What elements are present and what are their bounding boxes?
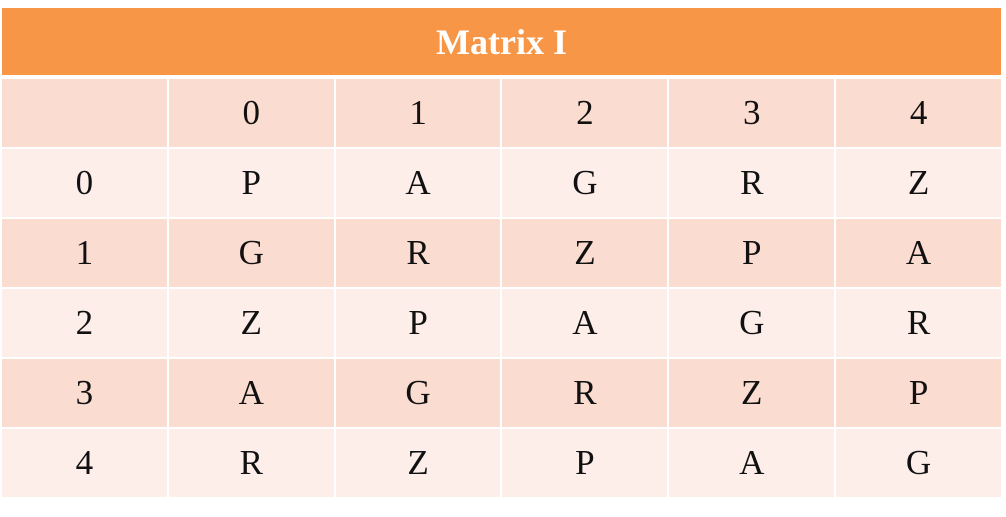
table-cell: R: [836, 289, 1001, 357]
row-header: 0: [2, 149, 167, 217]
table-cell: A: [335, 149, 501, 217]
table-cell: A: [502, 289, 668, 357]
table-cell: A: [836, 219, 1001, 287]
table-cell: P: [335, 289, 501, 357]
table-cell: Z: [836, 149, 1001, 217]
table-cell: Z: [502, 219, 668, 287]
table-cell: A: [168, 359, 334, 427]
table-cell: P: [669, 219, 835, 287]
table-cell: G: [669, 289, 835, 357]
table-cell: G: [168, 219, 334, 287]
table-cell: G: [836, 429, 1001, 497]
row-header: 3: [2, 359, 167, 427]
table-cell: Z: [168, 289, 334, 357]
column-header: 3: [669, 79, 835, 147]
table-cell: R: [335, 219, 501, 287]
table-cell: G: [502, 149, 668, 217]
row-header: 2: [2, 289, 167, 357]
row-header: 4: [2, 429, 167, 497]
corner-cell: [2, 79, 167, 147]
table-cell: Z: [669, 359, 835, 427]
table-cell: P: [502, 429, 668, 497]
column-header: 2: [502, 79, 668, 147]
column-header: 0: [168, 79, 334, 147]
table-title: Matrix I: [2, 8, 1001, 75]
column-header: 1: [335, 79, 501, 147]
table-cell: R: [168, 429, 334, 497]
column-header: 4: [836, 79, 1001, 147]
table-cell: R: [669, 149, 835, 217]
table-cell: P: [836, 359, 1001, 427]
table-cell: R: [502, 359, 668, 427]
row-header: 1: [2, 219, 167, 287]
table-cell: P: [168, 149, 334, 217]
table-cell: Z: [335, 429, 501, 497]
table-cell: G: [335, 359, 501, 427]
table-cell: A: [669, 429, 835, 497]
